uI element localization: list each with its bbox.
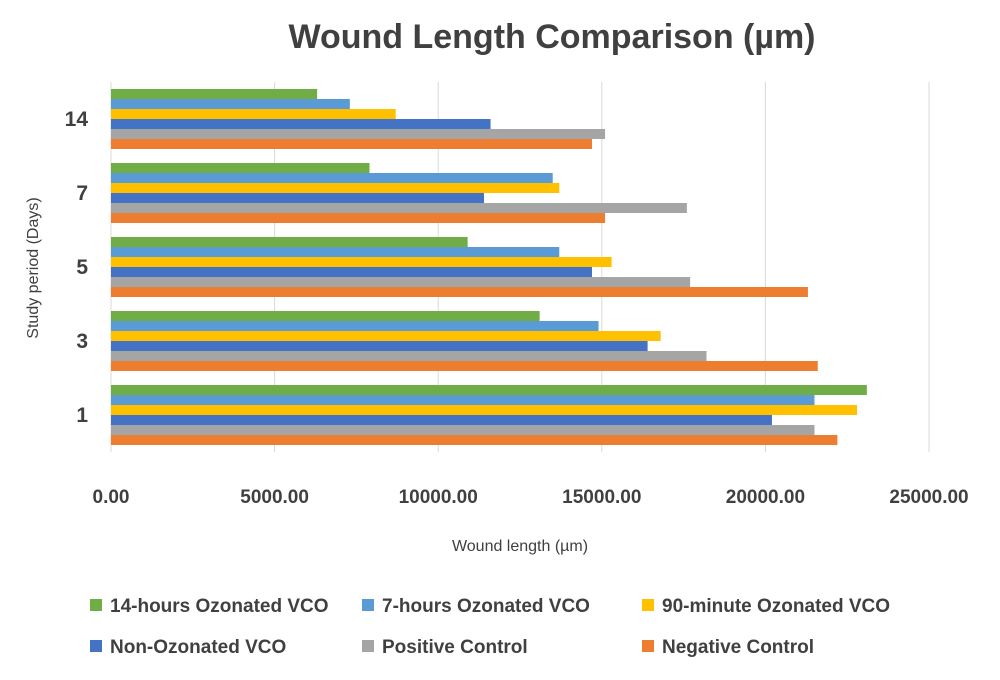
bar <box>111 287 808 297</box>
y-axis-label: Study period (Days) <box>25 197 42 338</box>
y-tick-label: 1 <box>76 404 88 427</box>
bar <box>111 193 485 203</box>
bar <box>111 435 838 445</box>
bar <box>111 99 350 109</box>
x-tick-label: 0.00 <box>93 487 130 508</box>
bar <box>111 341 648 351</box>
legend-swatch <box>642 599 654 611</box>
bar <box>111 89 318 99</box>
bar <box>111 119 491 129</box>
bar <box>111 385 867 395</box>
bar <box>111 129 606 139</box>
x-tick-label: 15000.00 <box>562 487 641 508</box>
legend-swatch <box>362 640 374 652</box>
bar <box>111 361 818 371</box>
legend-swatch <box>90 640 102 652</box>
bar <box>111 237 468 247</box>
y-tick-label: 5 <box>76 256 88 279</box>
legend-label: 14-hours Ozonated VCO <box>110 596 329 617</box>
bar <box>111 321 599 331</box>
bar <box>111 203 687 213</box>
legend-label: Non-Ozonated VCO <box>110 637 286 658</box>
bar <box>111 109 396 119</box>
bar <box>111 331 661 341</box>
bar <box>111 267 592 277</box>
legend-swatch <box>642 640 654 652</box>
bar <box>111 415 772 425</box>
bar <box>111 395 815 405</box>
bar <box>111 311 540 321</box>
legend-label: 90-minute Ozonated VCO <box>662 596 890 617</box>
legend-label: Positive Control <box>382 637 528 658</box>
bar <box>111 163 370 173</box>
bar <box>111 351 707 361</box>
legend-swatch <box>90 599 102 611</box>
bar <box>111 277 691 287</box>
bar <box>111 425 815 435</box>
x-tick-label: 20000.00 <box>726 487 805 508</box>
bar <box>111 183 560 193</box>
x-tick-label: 10000.00 <box>399 487 478 508</box>
bar <box>111 405 858 415</box>
chart-title: Wound Length Comparison (µm) <box>288 18 815 56</box>
bar <box>111 257 612 267</box>
y-tick-label: 7 <box>76 182 88 205</box>
y-tick-labels: 1 3 5 7 14 <box>65 108 89 427</box>
legend-label: 7-hours Ozonated VCO <box>382 596 590 617</box>
bar <box>111 139 592 149</box>
bar <box>111 247 560 257</box>
x-tick-label: 5000.00 <box>240 487 309 508</box>
y-tick-label: 14 <box>65 108 89 131</box>
bars <box>111 89 867 445</box>
y-tick-label: 3 <box>76 330 88 353</box>
bar <box>111 173 553 183</box>
x-tick-labels: 0.00 5000.00 10000.00 15000.00 20000.00 25000… <box>93 487 969 508</box>
legend-swatch <box>362 599 374 611</box>
x-tick-label: 25000.00 <box>889 487 968 508</box>
x-axis-label: Wound length (µm) <box>452 538 588 555</box>
bar <box>111 213 606 223</box>
legend: 14-hours Ozonated VCO 7-hours Ozonated VC… <box>90 596 890 658</box>
legend-label: Negative Control <box>662 637 814 658</box>
